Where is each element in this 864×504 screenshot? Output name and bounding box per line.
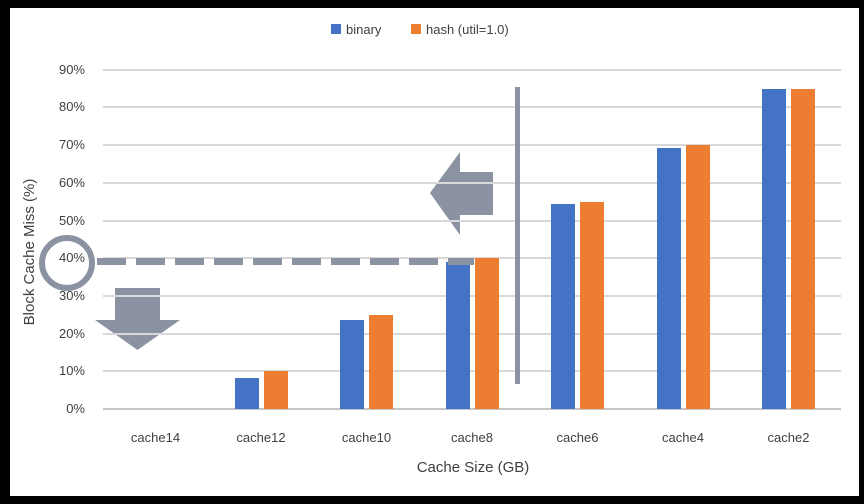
y-tick-label-70%: 70% bbox=[58, 137, 85, 153]
annotation-circle-around-40pct bbox=[39, 235, 95, 291]
bar-binary-cache10 bbox=[340, 319, 364, 409]
annotation-vertical-separator-line bbox=[515, 87, 520, 384]
x-axis-line bbox=[103, 408, 841, 410]
y-tick-label-20%: 20% bbox=[58, 325, 85, 341]
annotation-arrow-left-icon bbox=[430, 152, 493, 235]
annotation-dashed-target-line bbox=[97, 258, 474, 265]
y-tick-label-90%: 90% bbox=[58, 61, 85, 77]
y-tick-label-80%: 80% bbox=[58, 99, 85, 115]
legend-item-binary: binary bbox=[331, 21, 381, 37]
gridline-90% bbox=[103, 68, 841, 71]
bar-hash-cache10 bbox=[369, 314, 393, 409]
y-tick-label-0%: 0% bbox=[66, 401, 85, 416]
bar-hash-cache8 bbox=[474, 258, 499, 409]
gridline-20% bbox=[103, 332, 841, 335]
gridline-60% bbox=[103, 181, 841, 184]
bar-binary-cache12 bbox=[234, 377, 259, 409]
x-tick-label-cache4: cache4 bbox=[662, 430, 704, 445]
chart-background bbox=[10, 8, 859, 496]
bar-hash-cache4 bbox=[685, 145, 710, 409]
bar-hash-cache12 bbox=[263, 371, 288, 409]
gridline-50% bbox=[103, 219, 841, 222]
annotation-arrow-down-icon bbox=[95, 288, 180, 350]
x-tick-label-cache8: cache8 bbox=[451, 430, 493, 445]
x-tick-label-cache2: cache2 bbox=[767, 430, 810, 445]
y-tick-label-10%: 10% bbox=[58, 363, 85, 379]
bar-hash-cache2 bbox=[791, 88, 815, 409]
legend-item-hash: hash (util=1.0) bbox=[411, 21, 509, 37]
gridline-10% bbox=[103, 370, 841, 373]
gridline-70% bbox=[103, 144, 841, 147]
legend-label-binary: binary bbox=[346, 21, 382, 37]
bar-binary-cache2 bbox=[762, 88, 786, 409]
gridline-30% bbox=[103, 294, 841, 297]
bar-binary-cache4 bbox=[656, 147, 681, 409]
bar-hash-cache6 bbox=[580, 201, 604, 409]
legend-label-hash: hash (util=1.0) bbox=[426, 21, 509, 37]
x-tick-label-cache10: cache10 bbox=[341, 430, 392, 445]
y-tick-label-50%: 50% bbox=[58, 212, 85, 228]
bar-binary-cache6 bbox=[551, 203, 575, 409]
gridline-80% bbox=[103, 106, 841, 109]
x-tick-label-cache6: cache6 bbox=[556, 430, 599, 445]
x-tick-label-cache12: cache12 bbox=[236, 430, 286, 445]
bar-binary-cache8 bbox=[445, 261, 470, 409]
y-tick-label-60%: 60% bbox=[58, 174, 85, 190]
y-axis-title: Block Cache Miss (%) bbox=[21, 178, 38, 326]
x-axis-title: Cache Size (GB) bbox=[416, 459, 530, 476]
y-tick-label-30%: 30% bbox=[58, 287, 85, 303]
legend-swatch-hash-icon bbox=[411, 24, 421, 34]
x-tick-label-cache14: cache14 bbox=[130, 430, 181, 445]
legend-swatch-binary-icon bbox=[331, 24, 341, 34]
